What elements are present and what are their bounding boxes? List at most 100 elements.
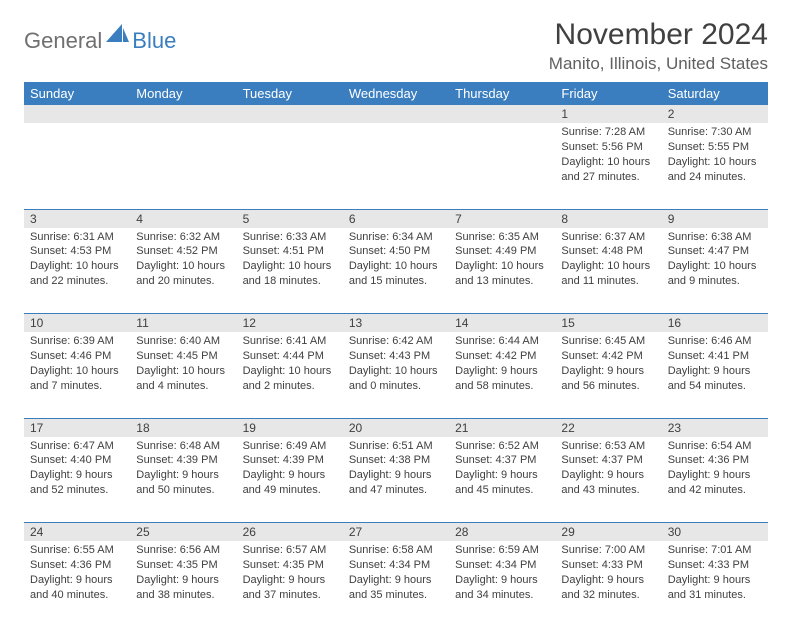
daynum-row: 10111213141516 xyxy=(24,314,768,333)
day-header: Friday xyxy=(555,82,661,105)
day-line: and 37 minutes. xyxy=(243,588,337,603)
day-line: and 42 minutes. xyxy=(668,483,762,498)
day-line: Daylight: 10 hours xyxy=(455,259,549,274)
day-line: Sunset: 4:33 PM xyxy=(561,558,655,573)
day-cell: Sunrise: 6:37 AMSunset: 4:48 PMDaylight:… xyxy=(555,228,661,314)
day-line: Sunset: 4:53 PM xyxy=(30,244,124,259)
day-line: Sunset: 4:40 PM xyxy=(30,453,124,468)
day-line: Sunrise: 6:37 AM xyxy=(561,230,655,245)
day-line: Sunset: 4:37 PM xyxy=(455,453,549,468)
day-line: Sunset: 4:36 PM xyxy=(668,453,762,468)
day-number: 26 xyxy=(237,523,343,542)
day-line: and 11 minutes. xyxy=(561,274,655,289)
day-cell: Sunrise: 7:30 AMSunset: 5:55 PMDaylight:… xyxy=(662,123,768,209)
day-number: 1 xyxy=(555,105,661,123)
day-line: Daylight: 10 hours xyxy=(243,259,337,274)
day-number: 25 xyxy=(130,523,236,542)
day-line: Sunrise: 6:34 AM xyxy=(349,230,443,245)
day-number: 15 xyxy=(555,314,661,333)
day-line: Daylight: 9 hours xyxy=(30,573,124,588)
header: General Blue November 2024 Manito, Illin… xyxy=(24,18,768,74)
day-line: Sunrise: 6:41 AM xyxy=(243,334,337,349)
day-line: Sunset: 4:51 PM xyxy=(243,244,337,259)
day-line: and 20 minutes. xyxy=(136,274,230,289)
day-line: Sunrise: 6:47 AM xyxy=(30,439,124,454)
day-line: Sunrise: 6:45 AM xyxy=(561,334,655,349)
content-row: Sunrise: 6:55 AMSunset: 4:36 PMDaylight:… xyxy=(24,541,768,627)
day-cell: Sunrise: 6:54 AMSunset: 4:36 PMDaylight:… xyxy=(662,437,768,523)
day-line: Daylight: 9 hours xyxy=(455,573,549,588)
day-line: Sunrise: 6:54 AM xyxy=(668,439,762,454)
day-number: 21 xyxy=(449,418,555,437)
day-line: Sunrise: 6:57 AM xyxy=(243,543,337,558)
day-line: Sunset: 4:43 PM xyxy=(349,349,443,364)
day-line: Sunset: 4:34 PM xyxy=(349,558,443,573)
day-line: Daylight: 10 hours xyxy=(668,155,762,170)
day-line: and 24 minutes. xyxy=(668,170,762,185)
day-line: Daylight: 10 hours xyxy=(136,259,230,274)
day-header: Tuesday xyxy=(237,82,343,105)
day-line: Sunrise: 7:30 AM xyxy=(668,125,762,140)
day-header: Wednesday xyxy=(343,82,449,105)
day-number: 5 xyxy=(237,209,343,228)
day-line: Sunset: 4:37 PM xyxy=(561,453,655,468)
day-line: Sunrise: 6:44 AM xyxy=(455,334,549,349)
day-number: 8 xyxy=(555,209,661,228)
day-line: Sunrise: 6:35 AM xyxy=(455,230,549,245)
day-number: 20 xyxy=(343,418,449,437)
day-line: Sunset: 4:35 PM xyxy=(136,558,230,573)
day-line: Sunset: 4:33 PM xyxy=(668,558,762,573)
day-line: and 0 minutes. xyxy=(349,379,443,394)
day-cell: Sunrise: 6:32 AMSunset: 4:52 PMDaylight:… xyxy=(130,228,236,314)
day-number: 19 xyxy=(237,418,343,437)
day-cell: Sunrise: 6:49 AMSunset: 4:39 PMDaylight:… xyxy=(237,437,343,523)
day-line: Sunset: 4:48 PM xyxy=(561,244,655,259)
logo-sail-icon xyxy=(106,24,130,49)
day-number xyxy=(24,105,130,123)
day-line: and 40 minutes. xyxy=(30,588,124,603)
day-line: Sunset: 4:49 PM xyxy=(455,244,549,259)
day-line: and 58 minutes. xyxy=(455,379,549,394)
day-number: 9 xyxy=(662,209,768,228)
calendar-table: SundayMondayTuesdayWednesdayThursdayFrid… xyxy=(24,82,768,627)
day-line: Sunset: 4:46 PM xyxy=(30,349,124,364)
day-header: Saturday xyxy=(662,82,768,105)
daynum-row: 24252627282930 xyxy=(24,523,768,542)
day-line: Daylight: 9 hours xyxy=(668,364,762,379)
day-cell xyxy=(343,123,449,209)
day-line: Daylight: 9 hours xyxy=(136,468,230,483)
day-line: Daylight: 9 hours xyxy=(349,468,443,483)
day-line: and 45 minutes. xyxy=(455,483,549,498)
day-cell: Sunrise: 6:42 AMSunset: 4:43 PMDaylight:… xyxy=(343,332,449,418)
day-line: Sunset: 4:42 PM xyxy=(561,349,655,364)
day-line: and 2 minutes. xyxy=(243,379,337,394)
day-line: Daylight: 10 hours xyxy=(136,364,230,379)
day-cell: Sunrise: 6:45 AMSunset: 4:42 PMDaylight:… xyxy=(555,332,661,418)
day-number: 13 xyxy=(343,314,449,333)
day-number xyxy=(130,105,236,123)
day-number: 3 xyxy=(24,209,130,228)
day-header: Thursday xyxy=(449,82,555,105)
day-line: and 54 minutes. xyxy=(668,379,762,394)
day-line: and 27 minutes. xyxy=(561,170,655,185)
day-number: 29 xyxy=(555,523,661,542)
day-line: Sunrise: 6:39 AM xyxy=(30,334,124,349)
day-line: Daylight: 10 hours xyxy=(561,259,655,274)
day-cell xyxy=(449,123,555,209)
day-line: Daylight: 9 hours xyxy=(349,573,443,588)
day-line: Sunset: 4:38 PM xyxy=(349,453,443,468)
day-line: Sunrise: 6:42 AM xyxy=(349,334,443,349)
day-header-row: SundayMondayTuesdayWednesdayThursdayFrid… xyxy=(24,82,768,105)
day-number: 16 xyxy=(662,314,768,333)
day-number: 14 xyxy=(449,314,555,333)
day-line: Sunset: 4:34 PM xyxy=(455,558,549,573)
day-cell: Sunrise: 6:55 AMSunset: 4:36 PMDaylight:… xyxy=(24,541,130,627)
day-line: and 34 minutes. xyxy=(455,588,549,603)
calendar-page: General Blue November 2024 Manito, Illin… xyxy=(0,0,792,639)
content-row: Sunrise: 7:28 AMSunset: 5:56 PMDaylight:… xyxy=(24,123,768,209)
day-line: Sunrise: 6:40 AM xyxy=(136,334,230,349)
logo-text-general: General xyxy=(24,28,102,54)
day-cell: Sunrise: 6:33 AMSunset: 4:51 PMDaylight:… xyxy=(237,228,343,314)
day-line: Sunrise: 6:55 AM xyxy=(30,543,124,558)
day-header: Monday xyxy=(130,82,236,105)
